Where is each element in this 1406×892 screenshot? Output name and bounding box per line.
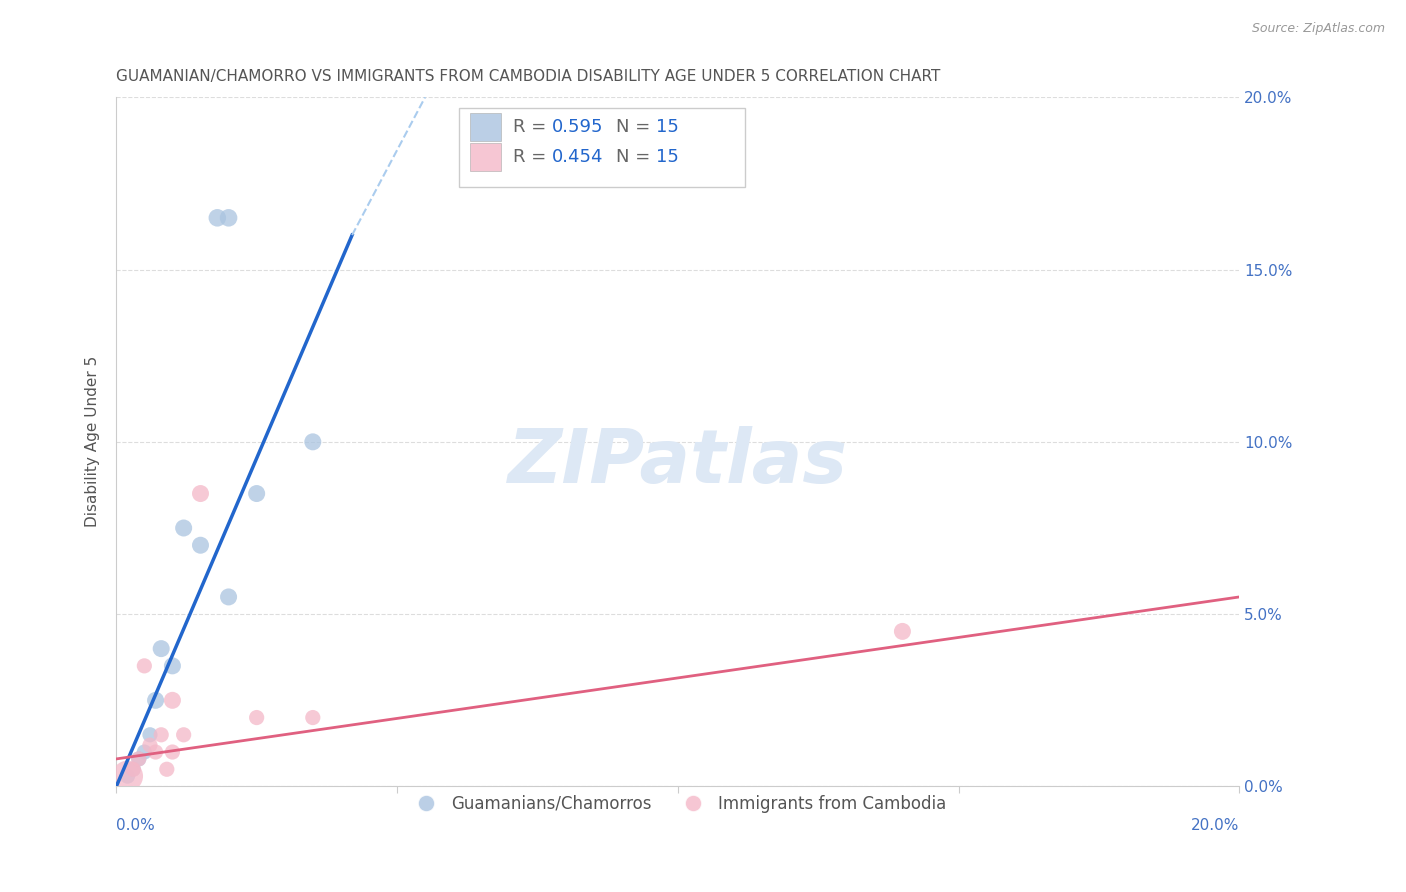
Point: [134, 658, 156, 673]
Text: 20.0%: 20.0%: [1191, 817, 1239, 832]
Text: 15: 15: [657, 148, 679, 166]
Point: [128, 752, 150, 766]
Point: [122, 762, 145, 776]
Text: 15: 15: [657, 118, 679, 136]
Point: [173, 728, 195, 742]
FancyBboxPatch shape: [470, 113, 502, 141]
Point: [246, 710, 269, 724]
Point: [301, 434, 323, 449]
Point: [139, 728, 162, 742]
FancyBboxPatch shape: [470, 144, 502, 171]
Point: [218, 590, 240, 604]
Text: 0.0%: 0.0%: [117, 817, 155, 832]
Point: [301, 710, 323, 724]
FancyBboxPatch shape: [458, 108, 745, 186]
Text: R =: R =: [513, 118, 551, 136]
Point: [246, 486, 269, 500]
Point: [145, 693, 167, 707]
Point: [145, 745, 167, 759]
Text: R =: R =: [513, 148, 551, 166]
Point: [891, 624, 914, 639]
Point: [162, 658, 184, 673]
Point: [122, 762, 145, 776]
Point: [162, 745, 184, 759]
Point: [128, 752, 150, 766]
Point: [190, 538, 212, 552]
Point: [190, 486, 212, 500]
Text: Source: ZipAtlas.com: Source: ZipAtlas.com: [1251, 22, 1385, 36]
Text: 0.454: 0.454: [553, 148, 603, 166]
Point: [162, 693, 184, 707]
Point: [117, 769, 139, 783]
Point: [134, 745, 156, 759]
Point: [150, 728, 173, 742]
Point: [117, 769, 139, 783]
Legend: Guamanians/Chamorros, Immigrants from Cambodia: Guamanians/Chamorros, Immigrants from Ca…: [402, 789, 953, 820]
Text: N =: N =: [616, 148, 657, 166]
Point: [207, 211, 229, 225]
Point: [150, 641, 173, 656]
Point: [173, 521, 195, 535]
Y-axis label: Disability Age Under 5: Disability Age Under 5: [86, 356, 100, 527]
Point: [139, 738, 162, 752]
Text: GUAMANIAN/CHAMORRO VS IMMIGRANTS FROM CAMBODIA DISABILITY AGE UNDER 5 CORRELATIO: GUAMANIAN/CHAMORRO VS IMMIGRANTS FROM CA…: [117, 69, 941, 84]
Point: [156, 762, 179, 776]
Point: [218, 211, 240, 225]
Text: ZIPatlas: ZIPatlas: [508, 426, 848, 499]
Text: N =: N =: [616, 118, 657, 136]
Text: 0.595: 0.595: [553, 118, 603, 136]
